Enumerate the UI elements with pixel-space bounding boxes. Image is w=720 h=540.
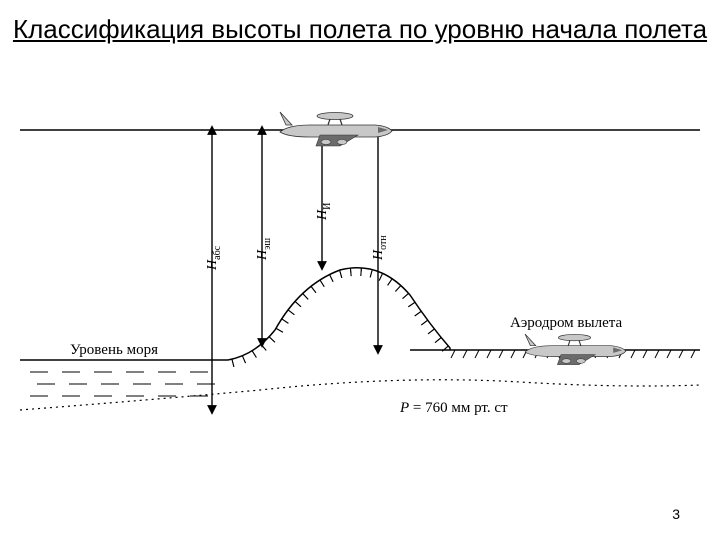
aircraft-flying bbox=[280, 112, 392, 146]
label-H_I: HИ bbox=[315, 203, 333, 220]
text-pressure: P = 760 мм рт. ст bbox=[400, 400, 508, 417]
airfield-hatch bbox=[667, 350, 671, 358]
isobar-line bbox=[20, 380, 700, 410]
airfield-hatch bbox=[451, 350, 455, 358]
diagram-svg bbox=[0, 100, 720, 500]
text-airfield: Аэродром вылета bbox=[510, 315, 622, 332]
airfield-hatch bbox=[691, 350, 695, 358]
aircraft-ground bbox=[525, 334, 626, 365]
airfield-hatch bbox=[499, 350, 503, 358]
label-H_esh: Hэш bbox=[255, 238, 273, 260]
airfield-hatch bbox=[679, 350, 683, 358]
altitude-diagram: Hабс Hэш HИ Hотн Уровень моря Аэродром вылета… bbox=[0, 100, 720, 500]
page-number: 3 bbox=[672, 506, 680, 522]
text-sea-level: Уровень моря bbox=[70, 342, 158, 359]
airfield-hatch bbox=[655, 350, 659, 358]
terrain-hatches bbox=[232, 268, 448, 367]
airfield-hatch bbox=[475, 350, 479, 358]
airfield-hatch bbox=[487, 350, 491, 358]
airfield-hatch bbox=[511, 350, 515, 358]
airfield-hatch bbox=[631, 350, 635, 358]
label-H_abs: Hабс bbox=[205, 246, 223, 270]
airfield-hatch bbox=[643, 350, 647, 358]
airfield-hatch bbox=[463, 350, 467, 358]
page-title: Классификация высоты полета по уровню на… bbox=[0, 0, 720, 45]
label-H_otn: Hотн bbox=[371, 235, 389, 260]
